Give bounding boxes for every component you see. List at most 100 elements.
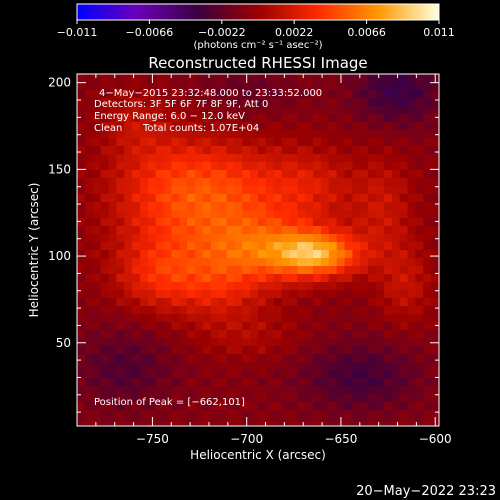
- heatmap-cell: [336, 298, 346, 307]
- heatmap-cell: [77, 322, 86, 331]
- heatmap-cell: [234, 330, 243, 339]
- heatmap-cell: [336, 354, 346, 363]
- heatmap-cell: [195, 418, 204, 426]
- heatmap-cell: [226, 418, 235, 426]
- heatmap-cell: [100, 266, 110, 275]
- heatmap-cell: [360, 130, 369, 139]
- heatmap-cell: [289, 266, 298, 275]
- heatmap-cell: [155, 314, 165, 323]
- heatmap-cell: [171, 226, 180, 235]
- heatmap-cell: [202, 194, 212, 203]
- heatmap-cell: [116, 394, 125, 403]
- heatmap-cell: [171, 386, 180, 395]
- heatmap-cell: [273, 178, 283, 187]
- heatmap-cell: [124, 138, 133, 147]
- heatmap-cell: [431, 346, 439, 355]
- heatmap-cell: [116, 154, 125, 163]
- heatmap-cell: [328, 178, 338, 187]
- heatmap-cell: [368, 338, 377, 347]
- heatmap-cell: [320, 274, 330, 283]
- heatmap-cell: [147, 394, 157, 403]
- heatmap-cell: [383, 418, 393, 426]
- heatmap-cell: [391, 178, 401, 187]
- heatmap-cell: [132, 290, 141, 299]
- heatmap-cell: [407, 370, 416, 379]
- heatmap-cell: [92, 202, 102, 211]
- heatmap-cell: [344, 90, 354, 99]
- heatmap-cell: [139, 82, 149, 91]
- heatmap-cell: [265, 82, 275, 91]
- heatmap-cell: [399, 90, 409, 99]
- heatmap-cell: [399, 386, 409, 395]
- heatmap-cell: [108, 290, 117, 299]
- heatmap-cell: [320, 98, 330, 107]
- heatmap-cell: [360, 178, 369, 187]
- heatmap-cell: [84, 146, 94, 155]
- heatmap-cell: [281, 338, 291, 347]
- heatmap-cell: [234, 322, 243, 331]
- heatmap-cell: [281, 146, 291, 155]
- heatmap-cell: [179, 194, 188, 203]
- heatmap-cell: [155, 346, 165, 355]
- annotation-detectors: Detectors: 3F 5F 6F 7F 8F 9F, Att 0: [94, 99, 269, 110]
- heatmap-cell: [297, 354, 306, 363]
- heatmap-cell: [407, 274, 416, 283]
- heatmap-cell: [383, 90, 393, 99]
- heatmap-cell: [415, 314, 424, 323]
- heatmap-cell: [108, 106, 117, 115]
- heatmap-cell: [352, 250, 361, 259]
- heatmap-cell: [360, 218, 369, 227]
- heatmap-cell: [391, 370, 401, 379]
- heatmap-cell: [108, 394, 117, 403]
- heatmap-cell: [336, 130, 346, 139]
- heatmap-cell: [407, 306, 416, 315]
- heatmap-cell: [92, 130, 102, 139]
- heatmap-cell: [297, 82, 306, 91]
- heatmap-cell: [92, 306, 102, 315]
- heatmap-cell: [108, 378, 117, 387]
- heatmap-cell: [108, 322, 117, 331]
- heatmap-cell: [376, 298, 385, 307]
- heatmap-cell: [344, 242, 354, 251]
- heatmap-cell: [77, 242, 86, 251]
- heatmap-cell: [297, 402, 306, 411]
- heatmap-cell: [391, 290, 401, 299]
- y-tick-label: 100: [48, 249, 71, 263]
- heatmap-cell: [250, 386, 259, 395]
- heatmap-cell: [147, 130, 157, 139]
- heatmap-cell: [234, 362, 243, 371]
- heatmap-cell: [163, 338, 173, 347]
- heatmap-cell: [415, 290, 424, 299]
- heatmap-cell: [431, 106, 439, 115]
- heatmap-cell: [297, 370, 306, 379]
- heatmap-cell: [360, 354, 369, 363]
- heatmap-cell: [258, 402, 267, 411]
- heatmap-cell: [258, 186, 267, 195]
- heatmap-cell: [195, 194, 204, 203]
- heatmap-cell: [297, 274, 306, 283]
- heatmap-cell: [305, 338, 314, 347]
- heatmap-cell: [423, 162, 432, 171]
- heatmap-cell: [328, 170, 338, 179]
- heatmap-cell: [383, 186, 393, 195]
- heatmap-cell: [155, 354, 165, 363]
- heatmap-cell: [423, 90, 432, 99]
- heatmap-cell: [281, 106, 291, 115]
- heatmap-cell: [313, 234, 322, 243]
- heatmap-cell: [336, 266, 346, 275]
- heatmap-cell: [423, 402, 432, 411]
- heatmap-cell: [297, 106, 306, 115]
- heatmap-cell: [250, 282, 259, 291]
- heatmap-cell: [368, 346, 377, 355]
- heatmap-cell: [368, 170, 377, 179]
- heatmap-cell: [100, 186, 110, 195]
- heatmap-cell: [305, 306, 314, 315]
- heatmap-cell: [171, 290, 180, 299]
- heatmap-cell: [305, 178, 314, 187]
- heatmap-cell: [281, 306, 291, 315]
- heatmap-cell: [289, 218, 298, 227]
- heatmap-cell: [92, 386, 102, 395]
- heatmap-cell: [155, 178, 165, 187]
- heatmap-cell: [234, 402, 243, 411]
- heatmap-cell: [265, 282, 275, 291]
